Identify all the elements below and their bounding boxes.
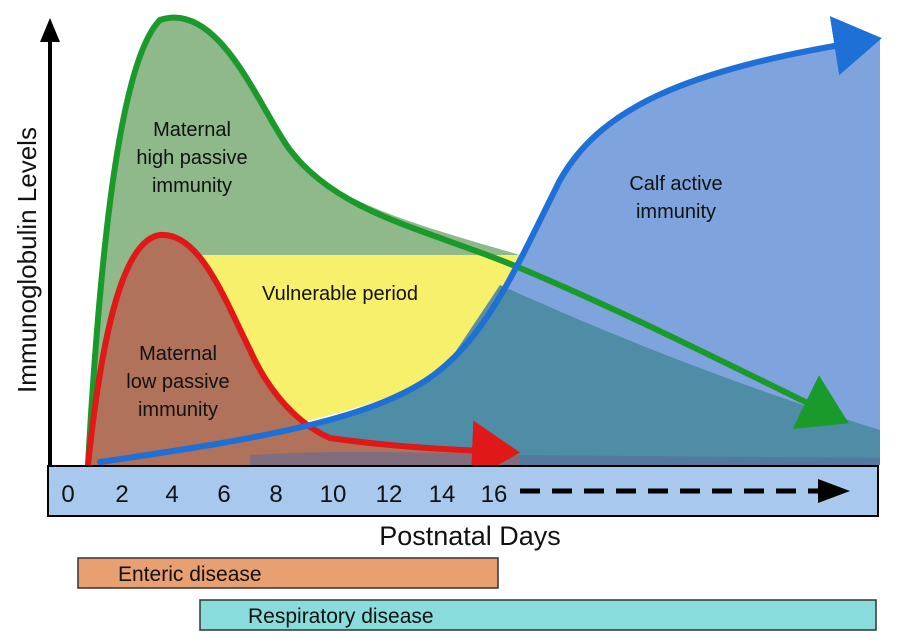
high-passive-label: Maternal high passive immunity <box>136 119 247 197</box>
low-passive-area <box>88 234 520 465</box>
enteric-disease-label: Enteric disease <box>118 563 262 586</box>
x-axis-arrow-icon <box>818 479 850 503</box>
x-axis-label: Postnatal Days <box>379 521 561 551</box>
svg-text:immunity: immunity <box>152 175 232 197</box>
low-passive-line <box>85 231 520 481</box>
active-immunity-area <box>88 40 880 465</box>
svg-text:high passive: high passive <box>136 147 247 169</box>
overlap-area <box>88 285 880 465</box>
high-passive-line <box>85 14 849 468</box>
enteric-disease-bar <box>77 557 499 589</box>
active-immunity-label: Calf active immunity <box>629 173 722 223</box>
svg-text:Maternal: Maternal <box>139 343 217 365</box>
x-tick: 6 <box>217 481 230 508</box>
svg-text:Maternal: Maternal <box>153 119 231 141</box>
low-passive-label: Maternal low passive immunity <box>126 343 229 421</box>
y-axis-label: Immunoglobulin Levels <box>12 127 42 393</box>
vulnerable-period-area <box>200 255 520 440</box>
x-tick: 14 <box>429 481 456 508</box>
active-immunity-line <box>97 15 882 465</box>
x-tick: 0 <box>61 481 74 508</box>
x-tick: 16 <box>481 481 508 508</box>
svg-text:immunity: immunity <box>138 399 218 421</box>
x-tick: 4 <box>165 481 178 508</box>
x-tick: 12 <box>376 481 403 508</box>
y-axis-arrow-icon <box>40 18 60 42</box>
svg-text:Calf active: Calf active <box>629 173 722 195</box>
x-tick: 10 <box>320 481 347 508</box>
x-tick-labels: 0 2 4 6 8 10 12 14 16 <box>61 481 507 508</box>
x-tick: 8 <box>269 481 282 508</box>
vulnerable-period-label: Vulnerable period <box>262 283 418 305</box>
svg-text:low passive: low passive <box>126 371 229 393</box>
x-axis-strip <box>47 465 879 517</box>
lower-tail-area <box>250 451 880 465</box>
respiratory-disease-label: Respiratory disease <box>248 605 434 628</box>
svg-text:immunity: immunity <box>636 201 716 223</box>
x-tick: 2 <box>115 481 128 508</box>
respiratory-disease-bar <box>199 599 877 631</box>
